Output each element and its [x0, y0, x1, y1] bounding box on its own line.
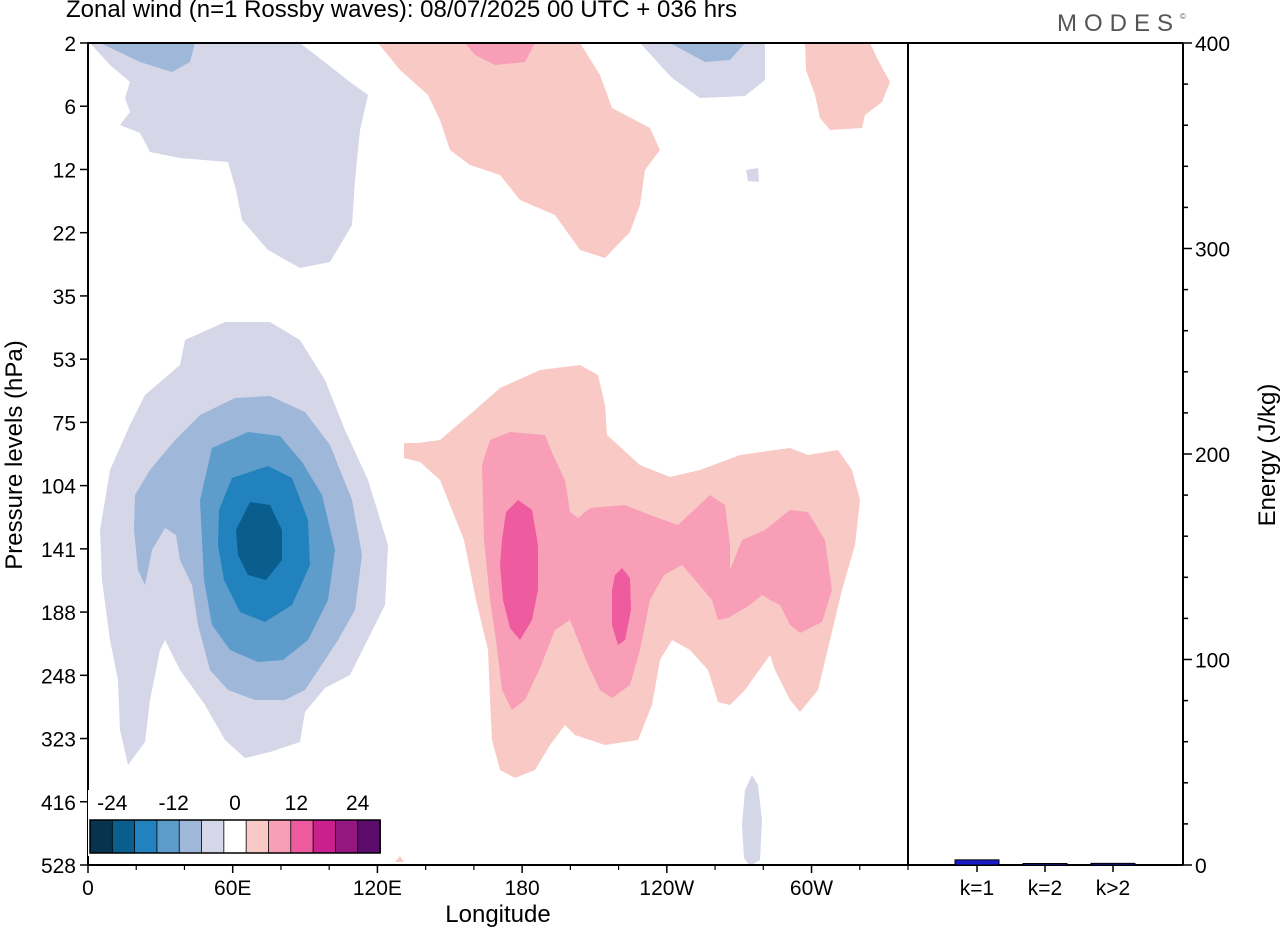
- colorbar-cell: [156, 819, 181, 854]
- contour-positive-level-3: [612, 568, 631, 645]
- y-tick-label: 141: [41, 539, 76, 562]
- energy-y-axis: 0 100 200 300 400: [1183, 33, 1230, 878]
- colorbar: -24 -12 0 12 24: [88, 790, 381, 856]
- energy-category-label: k=1: [960, 877, 994, 900]
- x-tick-label: 60W: [790, 877, 833, 900]
- y-tick-label: 53: [53, 349, 76, 372]
- energy-tick-label: 300: [1195, 239, 1230, 262]
- colorbar-tick-label: -24: [97, 792, 128, 815]
- x-tick-label: 120E: [353, 877, 402, 900]
- colorbar-cell: [89, 819, 114, 854]
- energy-tick-label: 0: [1195, 855, 1207, 878]
- y-axis: 2 6 12 22 35 53 75 104 141 188 248 323 416 528: [41, 33, 88, 878]
- colorbar-cell: [312, 819, 337, 854]
- y-tick-label: 416: [41, 792, 76, 815]
- energy-x-axis: k=1 k=2 k>2: [960, 865, 1130, 900]
- y-tick-label: 528: [41, 855, 76, 878]
- colorbar-frame: [89, 819, 381, 854]
- energy-bars: [954, 859, 1136, 866]
- colorbar-cell: [245, 819, 270, 854]
- colorbar-tick-label: 12: [285, 792, 308, 815]
- contour-positive-level-1: [805, 43, 890, 130]
- copyright-mark: ©: [1180, 12, 1186, 21]
- y-tick-label: 22: [53, 223, 76, 246]
- y-tick-label: 12: [53, 159, 76, 182]
- colorbar-cell: [334, 819, 359, 854]
- y-tick-label: 323: [41, 729, 76, 752]
- contour-negative-level-1: [90, 43, 368, 268]
- y-axis-label: Pressure levels (hPa): [1, 340, 28, 569]
- energy-bar: [954, 859, 1000, 866]
- x-axis-label: Longitude: [445, 901, 550, 928]
- colorbar-cell: [134, 819, 158, 854]
- energy-category-label: k=2: [1028, 877, 1062, 900]
- brand-name: MODES: [1057, 10, 1181, 37]
- x-tick-label: 180: [505, 877, 540, 900]
- colorbar-tick-label: 0: [229, 792, 241, 815]
- colorbar-cell: [290, 819, 314, 854]
- colorbar-cell: [201, 819, 225, 854]
- contour-positive-level-1: [395, 856, 404, 862]
- colorbar-labels: -24 -12 0 12 24: [97, 792, 370, 815]
- colorbar-tick-label: 24: [346, 792, 370, 815]
- colorbar-cell: [111, 819, 136, 854]
- colorbar-cell: [178, 819, 203, 854]
- x-tick-label: 60E: [214, 877, 251, 900]
- contour-negative-level-1: [746, 168, 759, 182]
- energy-category-label: k>2: [1096, 877, 1130, 900]
- y-tick-label: 75: [53, 412, 76, 435]
- y-tick-label: 35: [53, 286, 76, 309]
- contour-positive-level-2: [482, 432, 832, 710]
- contour-negative-level-5: [236, 502, 282, 580]
- colorbar-cell: [268, 819, 292, 854]
- contour-positive-level-3: [500, 500, 538, 640]
- brand-logo: MODES©: [1057, 10, 1186, 38]
- y-tick-label: 104: [41, 476, 76, 499]
- energy-panel: 0 100 200 300 400 k=1 k=2 k>2 Energy (J/kg): [907, 33, 1280, 900]
- contour-positive-level-1: [378, 43, 660, 258]
- energy-bar: [1022, 863, 1068, 866]
- energy-axis-label: Energy (J/kg): [1254, 384, 1280, 527]
- colorbar-cell: [223, 819, 248, 854]
- colorbar-cells: [89, 819, 381, 854]
- y-tick-label: 248: [41, 665, 76, 688]
- x-tick-label: 120W: [639, 877, 694, 900]
- x-tick-label: 0: [82, 877, 94, 900]
- energy-bar: [1090, 862, 1136, 866]
- colorbar-cell: [357, 819, 381, 854]
- contour-field: [90, 43, 890, 865]
- energy-tick-label: 400: [1195, 33, 1230, 56]
- contour-negative-level-1: [640, 43, 765, 98]
- y-tick-label: 6: [64, 96, 76, 119]
- y-tick-label: 2: [64, 33, 76, 56]
- contour-negative-level-1: [742, 775, 762, 865]
- energy-tick-label: 200: [1195, 444, 1230, 467]
- energy-tick-label: 100: [1195, 650, 1230, 673]
- x-axis: 0 60E 120E 180 120W 60W: [82, 865, 909, 900]
- colorbar-tick-label: -12: [158, 792, 188, 815]
- y-tick-label: 188: [41, 602, 76, 625]
- contour-negative-level-2: [670, 43, 745, 62]
- contour-negative-level-2: [100, 43, 195, 72]
- chart-title: Zonal wind (n=1 Rossby waves): 08/07/202…: [66, 0, 738, 23]
- contour-positive-level-2: [465, 43, 535, 65]
